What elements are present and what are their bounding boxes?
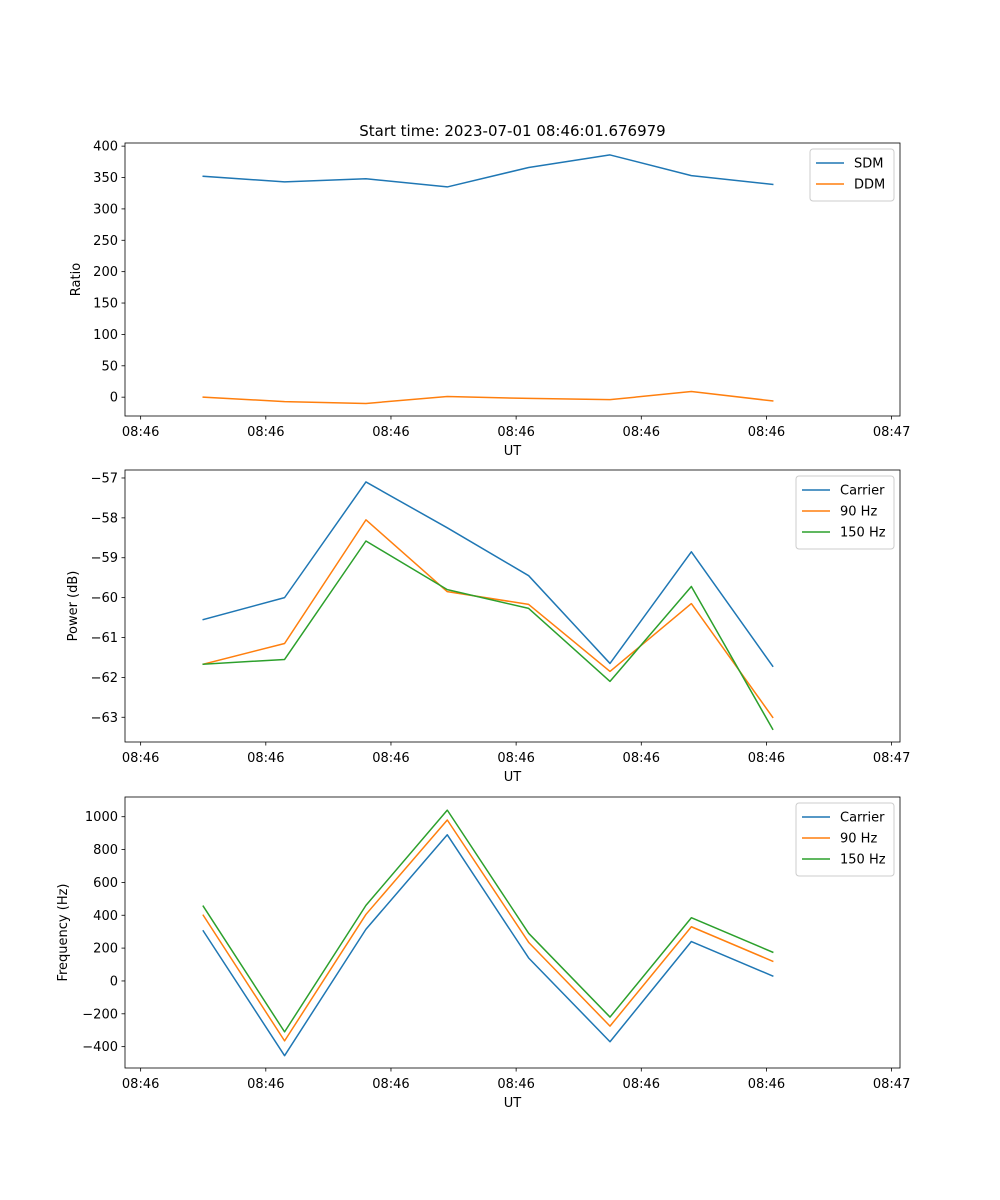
legend-box	[809, 148, 895, 202]
y-tick-label: 300	[93, 202, 118, 217]
y-tick-label: −61	[91, 631, 118, 646]
legend-label: 90 Hz	[840, 832, 877, 847]
y-tick-label: −57	[91, 471, 118, 486]
y-tick-label: 800	[93, 843, 118, 858]
legend-label: SDM	[854, 157, 883, 172]
x-tick-label: 08:46	[122, 425, 159, 440]
series-line-90-hz	[202, 519, 774, 719]
series-line-ddm	[202, 390, 774, 405]
x-tick-label: 08:46	[247, 425, 284, 440]
x-tick-label: 08:46	[623, 425, 660, 440]
x-tick-label: 08:46	[247, 751, 284, 766]
x-tick-label: 08:46	[122, 751, 159, 766]
x-tick-label: 08:46	[497, 1077, 534, 1092]
x-tick-label: 08:46	[497, 425, 534, 440]
y-tick-label: 400	[93, 140, 118, 155]
chart-3: 08:46 08:46 08:46 08:46 08:46 08:46 08:47 −400 −…	[56, 796, 910, 1111]
y-tick-label: −400	[82, 1040, 118, 1055]
y-tick-label: −62	[91, 671, 118, 686]
y-tick-label: −59	[91, 551, 118, 566]
x-tick-label: 08:47	[873, 751, 910, 766]
series-line-sdm	[202, 154, 774, 188]
axes-frame	[124, 796, 901, 1069]
series-line-150-hz	[202, 540, 774, 731]
x-tick-label: 08:46	[372, 1077, 409, 1092]
axes-frame	[124, 469, 901, 743]
legend-label: DDM	[854, 178, 885, 193]
legend-label: Carrier	[840, 811, 885, 826]
y-tick-label: 1000	[85, 810, 118, 825]
y-tick-label: 50	[101, 359, 118, 374]
x-tick-label: 08:46	[748, 1077, 785, 1092]
series-line-90-hz	[202, 819, 774, 1042]
y-tick-label: −60	[91, 591, 118, 606]
y-tick-label: 400	[93, 909, 118, 924]
y-axis-label: Frequency (Hz)	[56, 883, 71, 981]
y-axis-label: Power (dB)	[66, 571, 81, 642]
y-tick-label: 100	[93, 328, 118, 343]
y-tick-label: 150	[93, 297, 118, 312]
x-tick-label: 08:47	[873, 1077, 910, 1092]
x-tick-label: 08:46	[372, 751, 409, 766]
series-line-carrier	[202, 834, 774, 1057]
chart-title: Start time: 2023-07-01 08:46:01.676979	[359, 122, 665, 140]
x-tick-label: 08:46	[497, 751, 534, 766]
legend-label: 90 Hz	[840, 505, 877, 520]
x-axis-label: UT	[504, 444, 522, 459]
legend-box	[795, 802, 895, 877]
x-tick-label: 08:47	[873, 425, 910, 440]
x-tick-label: 08:46	[247, 1077, 284, 1092]
axes-frame	[124, 142, 901, 417]
series-line-150-hz	[202, 809, 774, 1033]
y-tick-label: 0	[110, 974, 118, 989]
y-axis-label: Ratio	[69, 263, 84, 296]
y-tick-label: −58	[91, 511, 118, 526]
y-tick-label: 600	[93, 876, 118, 891]
y-tick-label: 200	[93, 265, 118, 280]
y-tick-label: 0	[110, 391, 118, 406]
x-axis-label: UT	[504, 770, 522, 785]
x-tick-label: 08:46	[623, 751, 660, 766]
chart-1: 08:46 08:46 08:46 08:46 08:46 08:46 08:47 0 50 10…	[69, 122, 910, 459]
y-tick-label: 350	[93, 171, 118, 186]
x-tick-label: 08:46	[748, 425, 785, 440]
y-tick-label: 250	[93, 234, 118, 249]
legend-label: Carrier	[840, 484, 885, 499]
y-tick-label: −200	[82, 1007, 118, 1022]
x-tick-label: 08:46	[623, 1077, 660, 1092]
legend-label: 150 Hz	[840, 853, 886, 868]
x-tick-label: 08:46	[372, 425, 409, 440]
x-axis-label: UT	[504, 1096, 522, 1111]
x-tick-label: 08:46	[748, 751, 785, 766]
x-tick-label: 08:46	[122, 1077, 159, 1092]
chart-2: 08:46 08:46 08:46 08:46 08:46 08:46 08:47 −63 −6…	[66, 469, 910, 785]
y-tick-label: 200	[93, 942, 118, 957]
legend-box	[795, 475, 895, 550]
y-tick-label: −63	[91, 711, 118, 726]
legend-label: 150 Hz	[840, 526, 886, 541]
series-line-carrier	[202, 481, 774, 668]
